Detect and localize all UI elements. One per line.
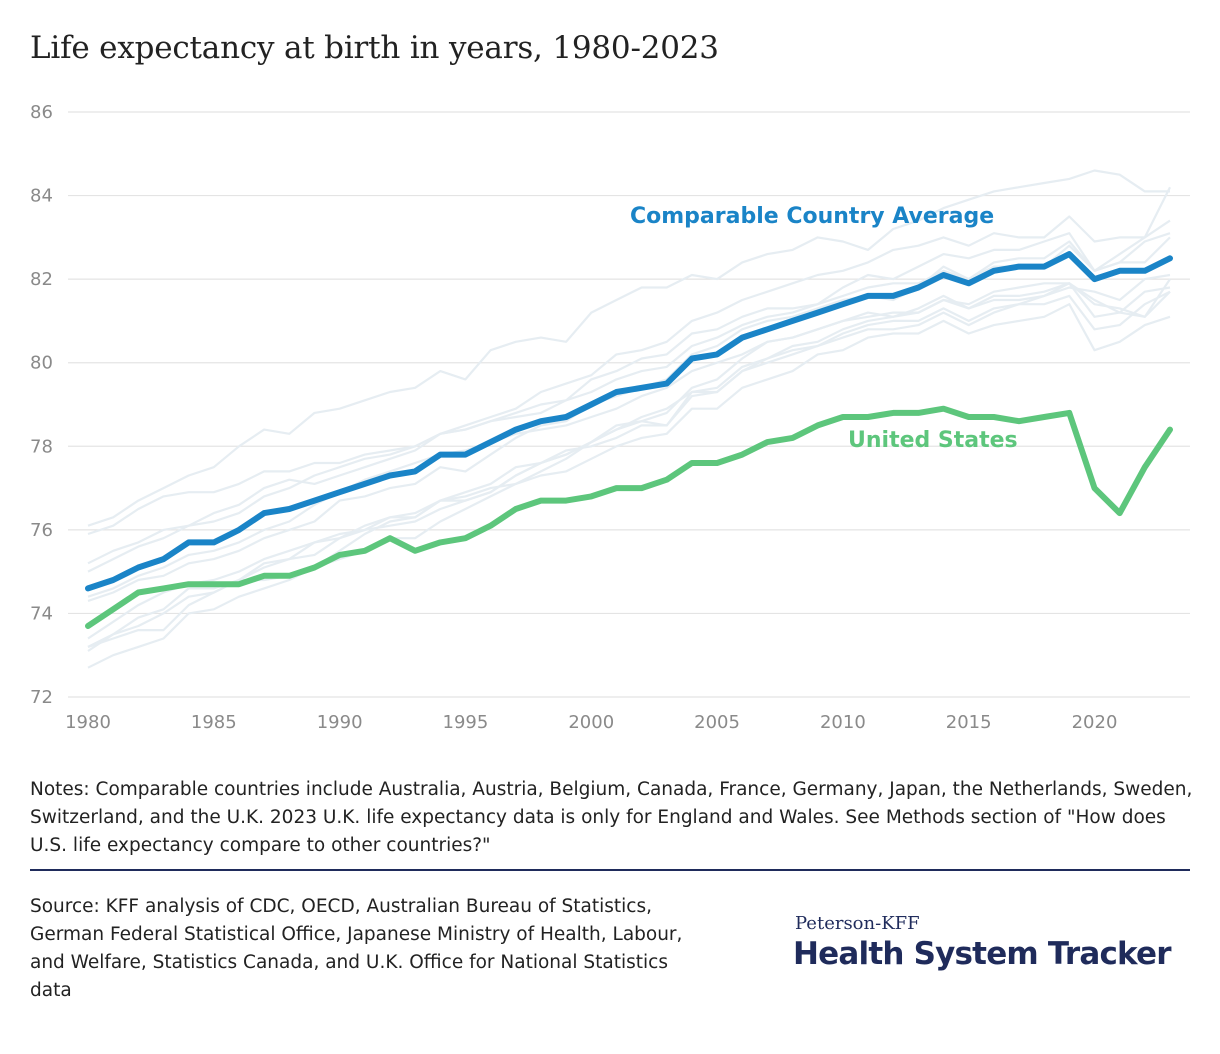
y-tick-label-74: 74 [30, 603, 53, 624]
x-tick-label-2020: 2020 [1072, 712, 1118, 733]
country-line-11 [87, 303, 1171, 648]
x-tick-label-1990: 1990 [317, 712, 363, 733]
series-line-comparable-country-average [85, 251, 1173, 592]
country-line-2 [87, 219, 1171, 536]
y-tick-label-72: 72 [30, 687, 53, 708]
comparable-country-lines [87, 169, 1171, 669]
divider [30, 869, 1190, 871]
series-label-comparable-country-average: Comparable Country Average [630, 204, 994, 229]
y-tick-label-82: 82 [30, 269, 53, 290]
country-line-6 [87, 282, 1171, 598]
series-line-united-states [85, 405, 1173, 629]
y-tick-label-84: 84 [30, 186, 53, 207]
country-line-7 [87, 273, 1171, 640]
grid-lines [68, 111, 1190, 698]
x-tick-label-2010: 2010 [820, 712, 866, 733]
brand-peterson-kff: Peterson-KFF [795, 913, 920, 934]
chart-source: Source: KFF analysis of CDC, OECD, Austr… [30, 896, 683, 1001]
brand-health-system-tracker: Health System Tracker [793, 936, 1172, 972]
chart-title: Life expectancy at birth in years, 1980-… [30, 30, 719, 66]
main-series-lines [85, 251, 1173, 629]
country-line-4 [87, 232, 1171, 573]
x-tick-label-2015: 2015 [946, 712, 992, 733]
x-axis-ticks: 1980 1985 1990 1995 2000 2005 2010 2015 2020 [65, 712, 1117, 733]
x-tick-label-2005: 2005 [694, 712, 740, 733]
y-tick-label-78: 78 [30, 436, 53, 457]
country-line-9 [87, 290, 1171, 652]
y-tick-label-80: 80 [30, 353, 53, 374]
chart-notes: Notes: Comparable countries include Aust… [30, 779, 1193, 856]
x-tick-label-1985: 1985 [191, 712, 237, 733]
y-axis-ticks: 72 74 76 78 80 82 84 86 [30, 102, 53, 708]
country-line-8 [87, 282, 1171, 648]
series-label-united-states: United States [848, 428, 1018, 453]
x-tick-label-1980: 1980 [65, 712, 111, 733]
country-line-10 [87, 278, 1171, 669]
country-line-3 [87, 186, 1171, 565]
country-line-1 [87, 169, 1170, 527]
line-chart: 72 74 76 78 80 82 84 86 1980 1985 1990 1995 2000 200… [30, 102, 1190, 733]
y-tick-label-86: 86 [30, 102, 53, 123]
x-tick-label-2000: 2000 [568, 712, 614, 733]
x-tick-label-1995: 1995 [443, 712, 489, 733]
y-tick-label-76: 76 [30, 520, 53, 541]
